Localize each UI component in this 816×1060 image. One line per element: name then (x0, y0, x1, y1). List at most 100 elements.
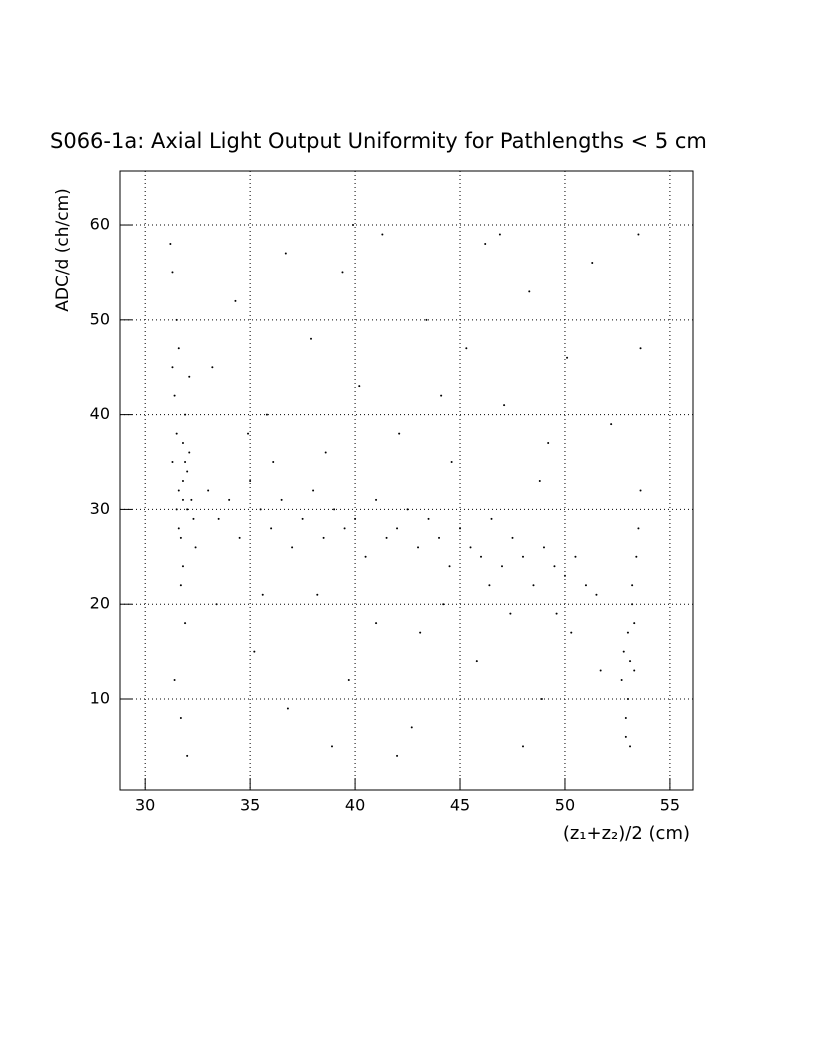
point (398, 432, 401, 435)
x-tick-label: 35 (240, 796, 260, 815)
point (173, 679, 176, 682)
point (521, 745, 524, 748)
point (532, 584, 535, 587)
point (417, 546, 420, 549)
point (351, 224, 354, 227)
point (540, 697, 543, 700)
x-tick-label: 40 (345, 796, 365, 815)
x-tick-label: 55 (660, 796, 680, 815)
point (207, 489, 210, 492)
point (622, 650, 625, 653)
y-tick-label: 30 (90, 499, 110, 518)
point (542, 546, 545, 549)
point (169, 242, 172, 245)
point (626, 631, 629, 634)
point (631, 603, 634, 606)
point (171, 366, 174, 369)
point (584, 584, 587, 587)
point (375, 498, 378, 501)
point (570, 631, 573, 634)
point (291, 546, 294, 549)
point (238, 536, 241, 539)
point (406, 508, 409, 511)
y-axis-label: ADC/d (ch/cm) (53, 188, 73, 312)
point (181, 442, 184, 445)
point (184, 413, 187, 416)
point (547, 442, 550, 445)
point (175, 432, 178, 435)
point (396, 527, 399, 530)
point (364, 555, 367, 558)
point (253, 650, 256, 653)
point (629, 660, 632, 663)
point (610, 423, 613, 426)
point (440, 394, 443, 397)
point (490, 517, 493, 520)
point (286, 707, 289, 710)
point (179, 716, 182, 719)
point (637, 527, 640, 530)
point (438, 536, 441, 539)
point (480, 555, 483, 558)
point (270, 527, 273, 530)
chart-title: S066-1a: Axial Light Output Uniformity f… (50, 129, 707, 153)
point (184, 622, 187, 625)
point (633, 669, 636, 672)
point (358, 385, 361, 388)
point (186, 754, 189, 757)
point (171, 271, 174, 274)
point (186, 508, 189, 511)
point (469, 546, 472, 549)
x-tick-label: 45 (450, 796, 470, 815)
point (521, 555, 524, 558)
x-tick-label: 30 (135, 796, 155, 815)
point (261, 593, 264, 596)
point (442, 603, 445, 606)
point (629, 745, 632, 748)
point (633, 622, 636, 625)
point (341, 271, 344, 274)
point (175, 318, 178, 321)
point (173, 394, 176, 397)
point (511, 536, 514, 539)
point (215, 603, 218, 606)
point (259, 508, 262, 511)
point (175, 508, 178, 511)
point (324, 451, 327, 454)
point (249, 479, 252, 482)
point (301, 517, 304, 520)
point (465, 347, 468, 350)
x-tick-label: 50 (555, 796, 575, 815)
point (555, 612, 558, 615)
point (247, 432, 250, 435)
point (186, 470, 189, 473)
point (595, 593, 598, 596)
point (410, 726, 413, 729)
point (179, 536, 182, 539)
point (234, 299, 237, 302)
point (272, 461, 275, 464)
y-tick-label: 40 (90, 404, 110, 423)
point (620, 679, 623, 682)
y-tick-label: 50 (90, 309, 110, 328)
point (637, 233, 640, 236)
point (194, 546, 197, 549)
point (501, 565, 503, 568)
point (631, 584, 634, 587)
y-tick-label: 10 (90, 688, 110, 707)
point (591, 261, 594, 264)
point (419, 631, 422, 634)
point (488, 584, 491, 587)
point (509, 612, 512, 615)
point (639, 347, 642, 350)
point (354, 517, 357, 520)
point (574, 555, 577, 558)
point (448, 565, 451, 568)
point (228, 498, 231, 501)
point (333, 508, 336, 511)
point (177, 489, 180, 492)
point (427, 517, 430, 520)
point (635, 555, 638, 558)
